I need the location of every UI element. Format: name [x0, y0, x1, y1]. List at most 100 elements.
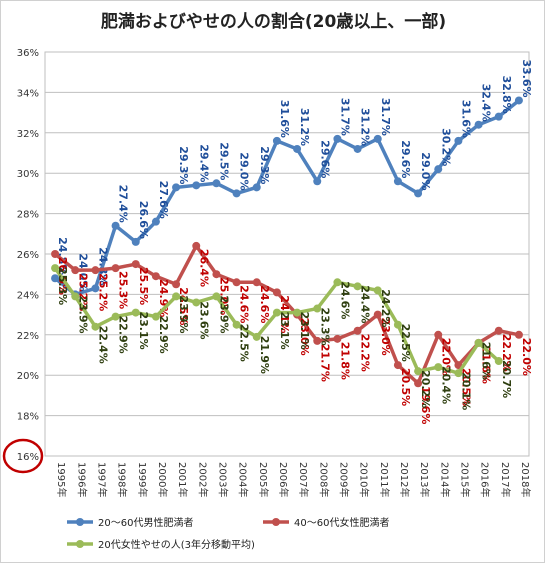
data-point — [272, 288, 281, 297]
data-label: 24.2% — [379, 289, 392, 327]
y-tick-label: 24% — [17, 290, 39, 301]
data-label: 25.3% — [56, 267, 69, 305]
x-tick-label: 2015年 — [458, 462, 471, 497]
x-tick-label: 2004年 — [237, 462, 250, 497]
data-label: 24.6% — [258, 285, 271, 323]
data-label: 22.9% — [117, 316, 130, 354]
data-point — [131, 237, 140, 246]
data-point — [151, 272, 160, 281]
data-point — [192, 298, 201, 307]
data-point — [494, 112, 503, 121]
data-point — [172, 280, 181, 289]
data-label: 23.1% — [137, 311, 150, 349]
data-point — [414, 379, 423, 388]
data-point — [454, 136, 463, 145]
data-point — [252, 183, 261, 192]
data-label: 20.7% — [500, 360, 513, 398]
highlight-circle — [2, 438, 44, 474]
data-label: 22.0% — [520, 338, 533, 376]
data-point — [111, 264, 120, 273]
data-label: 24.1% — [278, 295, 291, 333]
data-point — [293, 144, 302, 153]
x-tick-label: 2014年 — [438, 462, 451, 497]
data-label: 22.5% — [399, 324, 412, 362]
x-tick-label: 1998年 — [116, 462, 129, 497]
data-point — [212, 270, 221, 279]
data-point — [454, 369, 463, 378]
data-point — [514, 330, 523, 339]
data-point — [151, 312, 160, 321]
data-label: 24.6% — [238, 285, 251, 323]
data-label: 25.2% — [96, 273, 109, 311]
data-point — [514, 96, 523, 105]
data-label: 21.9% — [258, 336, 271, 374]
y-tick-label: 28% — [17, 210, 39, 221]
data-point — [494, 357, 503, 366]
data-label: 20.4% — [439, 366, 452, 404]
data-label: 23.1% — [278, 311, 291, 349]
data-point — [414, 189, 423, 198]
data-point — [252, 278, 261, 287]
data-point — [474, 338, 483, 347]
data-point — [373, 310, 382, 319]
data-label: 23.0% — [298, 318, 311, 356]
x-tick-label: 2000年 — [156, 462, 169, 497]
x-tick-label: 2008年 — [317, 462, 330, 497]
data-label: 26.4% — [197, 249, 210, 287]
data-point — [414, 367, 423, 376]
data-label: 29.6% — [318, 140, 331, 178]
data-point — [313, 177, 322, 186]
data-label: 24.8% — [56, 237, 69, 275]
x-tick-label: 2002年 — [196, 462, 209, 497]
data-label: 29.4% — [197, 144, 210, 182]
data-point — [272, 136, 281, 145]
x-tick-label: 2009年 — [337, 462, 350, 497]
x-tick-label: 2011年 — [378, 462, 391, 497]
y-tick-label: 30% — [17, 169, 39, 180]
data-label: 29.3% — [258, 146, 271, 184]
x-tick-label: 1999年 — [136, 462, 149, 497]
data-label: 33.6% — [520, 59, 533, 97]
series-line — [53, 99, 521, 297]
data-point — [212, 179, 221, 188]
x-tick-label: 2010年 — [358, 462, 371, 497]
data-label: 31.2% — [359, 108, 372, 146]
data-label: 24.6% — [338, 281, 351, 319]
data-point — [232, 278, 241, 287]
data-label: 22.4% — [96, 326, 109, 364]
data-point — [232, 320, 241, 329]
data-point — [393, 177, 402, 186]
data-label: 30.2% — [439, 128, 452, 166]
legend-label: 20代女性やせの人(3年分移動平均) — [98, 538, 255, 551]
data-label: 32.4% — [480, 84, 493, 122]
data-point — [232, 189, 241, 198]
y-tick-label: 26% — [17, 250, 39, 261]
data-label: 31.7% — [379, 98, 392, 136]
data-point — [151, 217, 160, 226]
data-point — [51, 274, 60, 283]
data-label: 24.0% — [76, 253, 89, 291]
data-point — [313, 304, 322, 313]
data-point — [51, 250, 60, 258]
x-tick-label: 2018年 — [519, 462, 532, 497]
data-label: 23.1% — [298, 311, 311, 349]
data-label: 20.5% — [399, 368, 412, 406]
y-tick-label: 22% — [17, 331, 39, 342]
data-label: 25.0% — [217, 277, 230, 315]
data-point — [434, 363, 443, 372]
data-point — [434, 165, 443, 174]
data-label: 22.0% — [439, 338, 452, 376]
data-label: 21.6% — [480, 346, 493, 384]
data-label: 22.2% — [359, 334, 372, 372]
data-point — [51, 264, 60, 273]
data-label: 22.2% — [500, 334, 513, 372]
data-point — [131, 308, 140, 317]
data-point — [172, 292, 181, 301]
data-label: 22.5% — [238, 324, 251, 362]
y-tick-label: 20% — [17, 371, 39, 382]
data-point — [212, 292, 221, 301]
legend-label: 20～60代男性肥満者 — [98, 516, 193, 529]
data-label: 23.3% — [318, 307, 331, 345]
x-tick-label: 2012年 — [398, 462, 411, 497]
